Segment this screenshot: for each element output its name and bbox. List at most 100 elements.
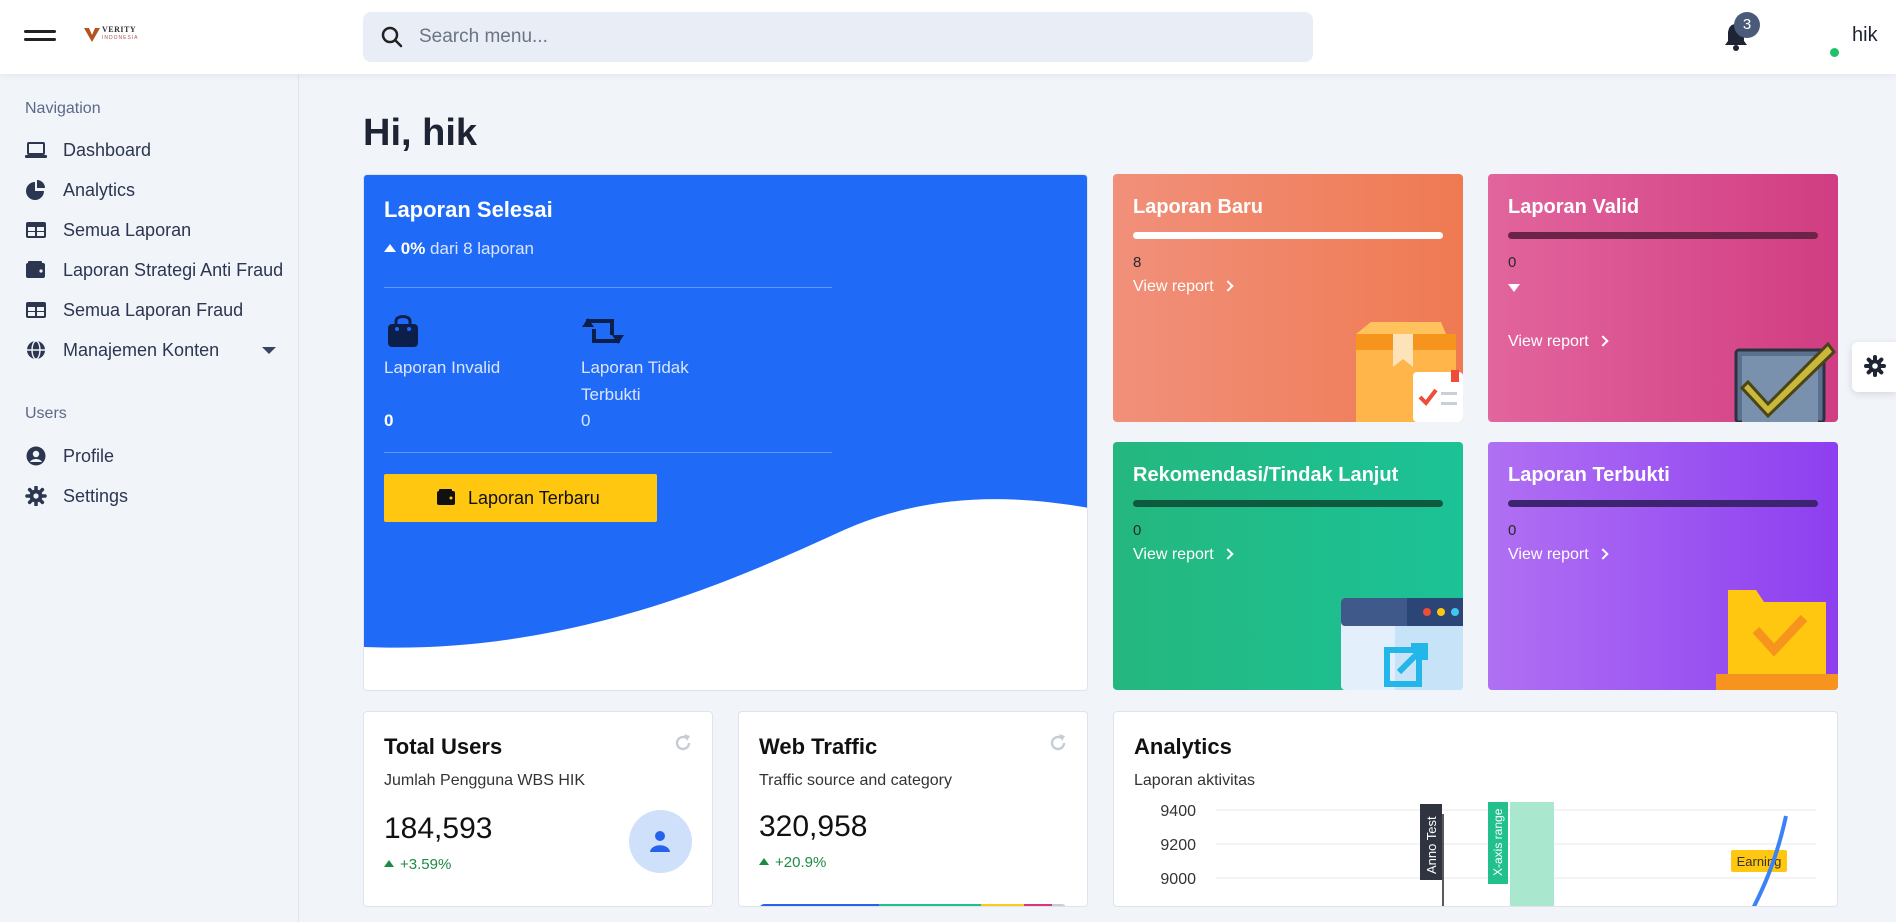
brand-logo[interactable]: VERITY INDONESIA [84,24,148,48]
sidebar: Navigation Dashboard Analytics Semua Lap… [0,74,299,922]
divider [384,452,832,453]
laptop-icon [25,142,47,158]
invalid-label: Laporan Invalid [384,358,501,377]
user-circle-icon [26,446,46,466]
stat-value: 0 [1508,522,1517,539]
laporan-terbukti-card: Laporan Terbukti 0 View report [1488,442,1838,690]
total-users-card: Total Users Jumlah Pengguna WBS HIK 184,… [363,711,713,907]
traffic-source-bar [759,904,1067,906]
chevron-right-icon [1221,280,1234,292]
stat-title: Rekomendasi/Tindak Lanjut [1133,464,1399,486]
sidebar-item-analytics[interactable]: Analytics [25,174,285,206]
stat-value: 0 [1508,254,1517,271]
stat-value: 0 [1133,522,1142,539]
traffic-segment [1051,904,1067,906]
gear-icon [25,486,47,506]
browser-window-illustration [1341,598,1463,690]
sidebar-item-settings[interactable]: Settings [25,480,285,512]
sidebar-item-dashboard[interactable]: Dashboard [25,134,285,166]
stat-value: 8 [1133,254,1142,271]
view-report-link[interactable]: View report [1133,546,1234,564]
stat-progress-bar [1133,232,1443,239]
card-subtitle: Laporan aktivitas [1134,772,1255,789]
traffic-segment [980,904,1024,906]
chevron-right-icon [1221,548,1234,560]
web-traffic-delta: +20.9% [759,854,826,871]
chevron-down-icon [262,347,276,354]
card-subtitle: Traffic source and category [759,772,952,789]
card-subtitle: Jumlah Pengguna WBS HIK [384,772,585,789]
range-label: X-axis range [1491,808,1505,876]
page-title: Hi, hik [363,112,478,154]
sidebar-item-manajemen-konten[interactable]: Manajemen Konten [25,334,285,366]
user-menu[interactable]: hik [1852,24,1878,46]
view-report-link[interactable]: View report [1133,278,1234,296]
retweet-icon [582,318,624,344]
invalid-value: 0 [384,411,394,430]
pie-chart-icon [26,180,45,200]
search-icon [381,26,403,48]
chevron-right-icon [1596,548,1609,560]
folder-check-illustration [1716,590,1838,690]
traffic-segment [1023,904,1052,906]
web-traffic-card: Web Traffic Traffic source and category … [738,711,1088,907]
analytics-card: Analytics Laporan aktivitas 9400 9200 9000… [1113,711,1838,907]
package-box-illustration [1356,322,1463,422]
caret-down-icon [1508,284,1520,292]
wallet-icon [26,261,45,278]
rekomendasi-card: Rekomendasi/Tindak Lanjut 0 View report [1113,442,1463,690]
traffic-segment [879,904,981,906]
web-traffic-value: 320,958 [759,810,868,843]
y-tick-label: 9200 [1160,837,1196,854]
range-label-bg [1488,802,1508,884]
stat-title: Laporan Baru [1133,196,1264,218]
sidebar-item-semua-laporan[interactable]: Semua Laporan [25,214,285,246]
table-icon [26,302,46,318]
card-title: Web Traffic [759,734,878,759]
view-report-link[interactable]: View report [1508,546,1609,564]
table-icon [26,222,46,238]
divider [384,287,832,288]
hero-subtitle: 0% dari 8 laporan [384,239,534,259]
refresh-icon[interactable] [674,734,692,752]
hero-wave-background [364,175,1087,648]
shopping-bag-icon [388,315,418,347]
sidebar-heading-users: Users [25,405,67,422]
unproven-label: Laporan Tidak Terbukti [581,358,689,404]
card-title: Total Users [384,734,503,759]
settings-floating-button[interactable] [1852,342,1896,392]
sidebar-heading-navigation: Navigation [25,100,101,117]
hero-title: Laporan Selesai [384,197,553,222]
y-tick-label: 9000 [1160,871,1196,888]
search-input[interactable] [419,12,1289,62]
annotation-label-bg [1420,804,1442,880]
y-tick-label: 8800 [1160,905,1196,907]
sidebar-item-semua-laporan-fraud[interactable]: Semua Laporan Fraud [25,294,285,326]
chevron-right-icon [1596,335,1609,347]
stat-progress-bar [1508,500,1818,507]
online-status-dot [1830,48,1839,57]
traffic-segment [759,904,880,906]
sidebar-item-laporan-strategi-anti-fraud[interactable]: Laporan Strategi Anti Fraud [25,254,285,286]
search-bar [363,12,1313,62]
y-tick-label: 9400 [1160,803,1196,820]
stat-progress-bar [1133,500,1443,507]
laporan-valid-card: Laporan Valid 0 View report [1488,174,1838,422]
user-icon-avatar [629,810,692,873]
caret-up-icon [384,860,394,867]
menu-toggle-icon[interactable] [24,28,56,44]
unproven-value: 0 [581,411,591,430]
laporan-baru-card: Laporan Baru 8 View report [1113,174,1463,422]
notification-badge: 3 [1734,12,1760,38]
laporan-terbaru-button[interactable]: Laporan Terbaru [384,474,657,522]
hero-percent: 0% [400,239,426,258]
view-report-link[interactable]: View report [1508,333,1609,351]
laporan-selesai-card: Laporan Selesai 0% dari 8 laporan Lapora… [363,174,1088,691]
user-icon [650,831,670,852]
checkmark-board-illustration [1734,342,1836,422]
series-line [1752,815,1788,906]
stat-progress-bar [1508,232,1818,239]
refresh-icon[interactable] [1049,734,1067,752]
sidebar-item-profile[interactable]: Profile [25,440,285,472]
